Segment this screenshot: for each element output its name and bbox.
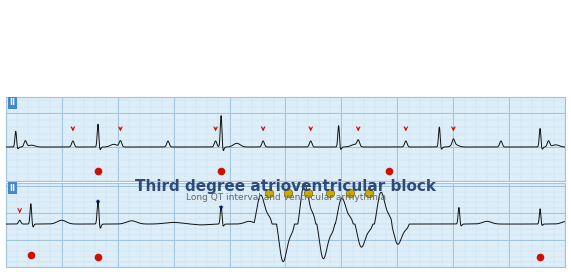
- Text: Long QT interval and ventricular arrhythmia: Long QT interval and ventricular arrhyth…: [186, 193, 385, 202]
- Text: Third degree atrioventricular block: Third degree atrioventricular block: [135, 179, 436, 194]
- Text: II: II: [10, 184, 15, 193]
- Text: II: II: [10, 98, 15, 107]
